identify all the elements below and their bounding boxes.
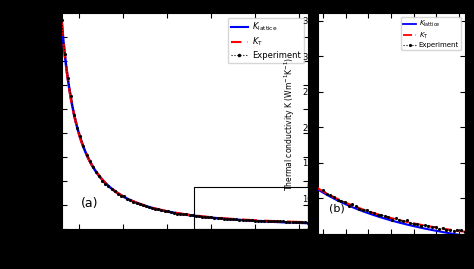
Text: (b): (b): [329, 204, 345, 214]
Y-axis label: Thermal conductivity K (Wm$^{-1}$K$^{-1}$): Thermal conductivity K (Wm$^{-1}$K$^{-1}…: [18, 42, 33, 200]
Text: (a): (a): [82, 197, 99, 210]
X-axis label: Temperature (K): Temperature (K): [355, 253, 428, 263]
Legend: $K_{\mathrm{lattice}}$, $K_{\mathrm{T}}$, Experiment: $K_{\mathrm{lattice}}$, $K_{\mathrm{T}}$…: [228, 17, 304, 63]
X-axis label: Temperature (K): Temperature (K): [143, 249, 227, 259]
Legend: $K_{\mathrm{lattice}}$, $K_{\mathrm{T}}$, Experiment: $K_{\mathrm{lattice}}$, $K_{\mathrm{T}}$…: [401, 17, 461, 50]
Bar: [194, 187, 308, 229]
Y-axis label: Thermal conductivity K (Wm$^{-1}$K$^{-1}$): Thermal conductivity K (Wm$^{-1}$K$^{-1}…: [282, 56, 297, 191]
